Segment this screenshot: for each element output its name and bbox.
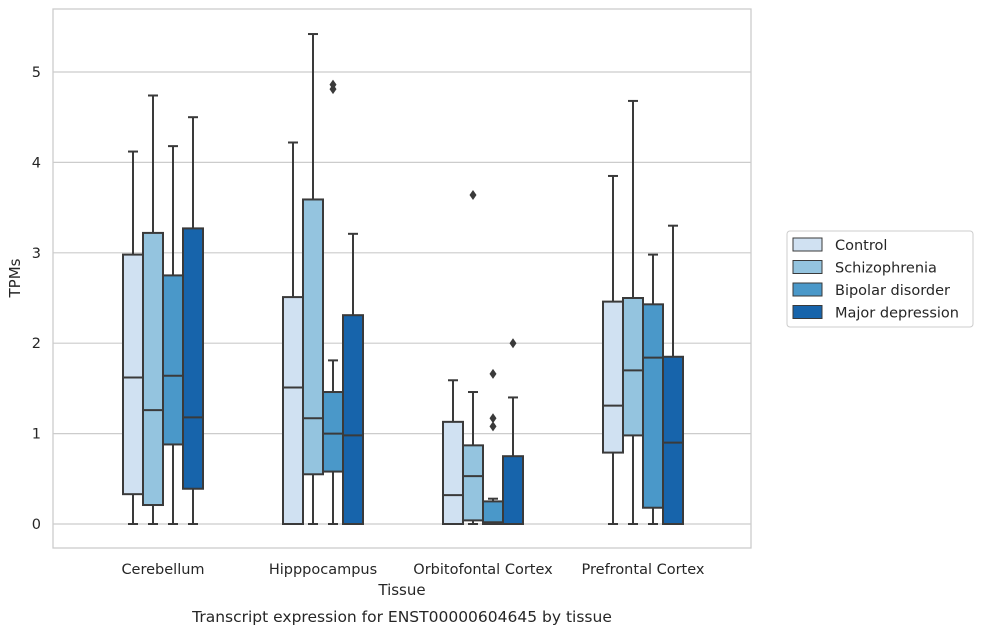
box-control-3 <box>602 174 624 525</box>
box-iqr <box>602 300 624 454</box>
box-major-depression-1 <box>342 232 364 525</box>
box-iqr <box>162 274 184 446</box>
box-iqr <box>642 303 664 509</box>
box-major-depression-3 <box>662 224 684 526</box>
y-tick-label: 3 <box>32 246 41 262</box>
box-iqr <box>322 391 344 473</box>
plot-area <box>122 33 684 526</box>
box-iqr <box>502 455 524 526</box>
outlier-point <box>489 413 497 424</box>
x-tick-label: Prefrontal Cortex <box>582 562 705 578</box>
legend-label: Schizophrenia <box>835 261 937 277</box>
box-iqr <box>662 355 684 526</box>
box-iqr <box>282 296 304 526</box>
legend-swatch <box>792 260 823 274</box>
box-iqr <box>182 227 204 490</box>
figure-caption: Transcript expression for ENST0000060464… <box>191 608 612 626</box>
box-iqr <box>302 198 324 476</box>
outlier-point <box>329 79 337 90</box>
legend-label: Control <box>835 238 887 254</box>
y-axis-ticks: 0 1 2 3 4 5 <box>32 65 41 533</box>
legend-label: Major depression <box>835 306 959 322</box>
box-iqr <box>482 500 504 525</box>
legend-swatch <box>792 282 823 297</box>
outlier-point <box>469 189 477 200</box>
y-tick-label: 0 <box>32 517 41 533</box>
legend-swatch <box>792 237 823 252</box>
box-iqr <box>142 231 164 507</box>
plot-frame <box>52 8 752 549</box>
legend-label: Bipolar disorder <box>835 283 950 299</box>
box-schizophrenia-1 <box>302 33 324 525</box>
y-tick-label: 1 <box>32 427 41 443</box>
box-schizophrenia-2 <box>462 189 484 525</box>
y-tick-label: 4 <box>32 155 41 171</box>
box-iqr <box>442 420 464 525</box>
y-tick-label: 2 <box>32 336 41 352</box>
x-tick-label: Orbitofontal Cortex <box>413 562 553 578</box>
x-axis-title: Tissue <box>377 581 425 599</box>
outlier-point <box>489 421 497 432</box>
outlier-point <box>509 338 517 349</box>
box-iqr <box>342 314 364 525</box>
box-major-depression-2 <box>502 338 524 526</box>
box-control-1 <box>282 141 304 526</box>
box-iqr <box>462 444 484 522</box>
legend-frame <box>786 230 974 328</box>
legend: Control Schizophrenia Bipolar disorder Majo… <box>786 230 974 328</box>
box-control-0 <box>122 150 144 525</box>
box-schizophrenia-0 <box>142 94 164 525</box>
legend-swatch <box>792 305 823 319</box>
box-schizophrenia-3 <box>622 99 644 525</box>
box-bipolar-disorder-1 <box>322 79 344 525</box>
box-bipolar-disorder-2 <box>482 368 504 525</box>
box-iqr <box>622 297 644 437</box>
x-axis-ticks: Cerebellum Hipppocampus Orbitofontal Corte… <box>121 562 704 578</box>
box-iqr <box>122 253 144 496</box>
box-control-2 <box>442 379 464 525</box>
box-major-depression-0 <box>182 116 204 525</box>
x-tick-label: Cerebellum <box>121 562 204 578</box>
x-tick-label: Hipppocampus <box>269 562 377 578</box>
y-axis-title: TPMs <box>6 258 24 298</box>
outlier-point <box>489 368 497 379</box>
y-tick-label: 5 <box>32 65 41 81</box>
box-bipolar-disorder-3 <box>642 253 664 525</box>
box-bipolar-disorder-0 <box>162 145 184 525</box>
